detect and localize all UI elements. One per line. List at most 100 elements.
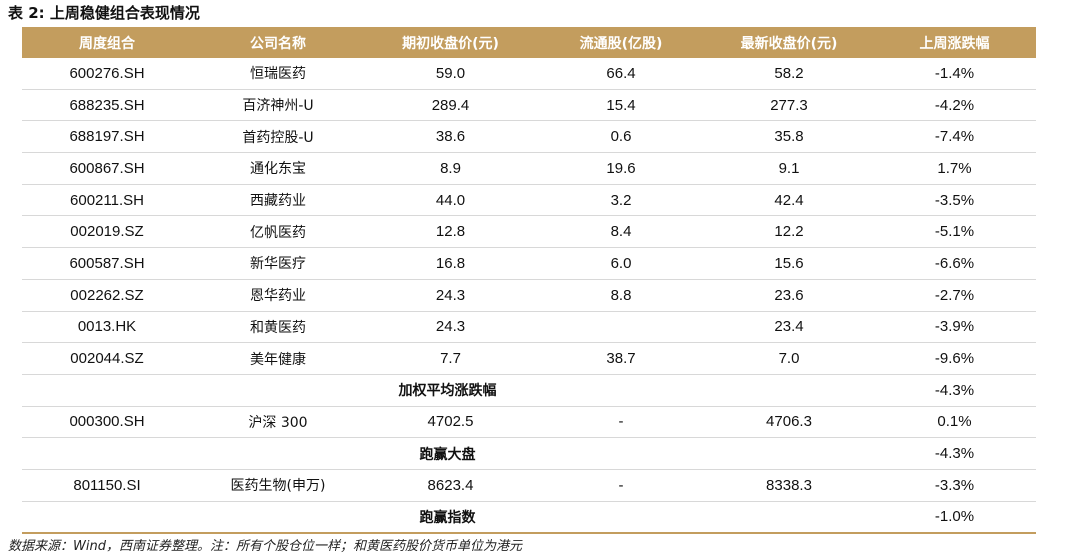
cell-code: 600211.SH xyxy=(22,184,192,217)
beat-market-label: 跑赢大盘 xyxy=(22,437,873,470)
table-row: 600587.SH 新华医疗 16.8 6.0 15.6 -6.6% xyxy=(22,247,1036,280)
cell-code: 600587.SH xyxy=(22,247,192,280)
cell-weekly-change: 1.7% xyxy=(873,152,1036,185)
cell-weekly-change: -5.1% xyxy=(873,215,1036,249)
cell-open-price: 289.4 xyxy=(364,89,537,122)
cell-company: 通化东宝 xyxy=(192,152,364,185)
col-header-portfolio: 周度组合 xyxy=(22,27,192,58)
cell-latest-price: 58.2 xyxy=(705,58,873,90)
table-row: 688197.SH 首药控股-U 38.6 0.6 35.8 -7.4% xyxy=(22,120,1036,154)
table-row: 600867.SH 通化东宝 8.9 19.6 9.1 1.7% xyxy=(22,152,1036,185)
cell-open-price: 8623.4 xyxy=(364,469,537,502)
cell-latest-price: 23.4 xyxy=(705,311,873,344)
table-row: 688235.SH 百济神州-U 289.4 15.4 277.3 -4.2% xyxy=(22,89,1036,122)
cell-open-price: 8.9 xyxy=(364,152,537,185)
beat-market-row: 跑赢大盘 -4.3% xyxy=(22,437,1036,470)
cell-company: 首药控股-U xyxy=(192,120,364,154)
cell-latest-price: 12.2 xyxy=(705,215,873,249)
cell-float-shares xyxy=(537,311,705,344)
cell-code: 002019.SZ xyxy=(22,215,192,249)
cell-weekly-change: 0.1% xyxy=(873,406,1036,439)
cell-latest-price: 277.3 xyxy=(705,89,873,122)
cell-open-price: 44.0 xyxy=(364,184,537,217)
cell-company: 百济神州-U xyxy=(192,89,364,122)
col-header-open-price: 期初收盘价(元) xyxy=(364,27,537,58)
table-row: 600211.SH 西藏药业 44.0 3.2 42.4 -3.5% xyxy=(22,184,1036,217)
beat-index-label: 跑赢指数 xyxy=(22,501,873,535)
col-header-weekly-change: 上周涨跌幅 xyxy=(873,27,1036,58)
cell-code: 688235.SH xyxy=(22,89,192,122)
cell-latest-price: 4706.3 xyxy=(705,406,873,439)
cell-code: 688197.SH xyxy=(22,120,192,154)
cell-weekly-change: -2.7% xyxy=(873,279,1036,312)
cell-latest-price: 42.4 xyxy=(705,184,873,217)
col-header-float-shares: 流通股(亿股) xyxy=(537,27,705,58)
cell-weekly-change: -3.9% xyxy=(873,311,1036,344)
cell-code: 600276.SH xyxy=(22,58,192,90)
table-row: 0013.HK 和黄医药 24.3 23.4 -3.9% xyxy=(22,311,1036,344)
cell-weekly-change: -4.2% xyxy=(873,89,1036,122)
cell-code: 0013.HK xyxy=(22,311,192,344)
col-header-latest-price: 最新收盘价(元) xyxy=(705,27,873,58)
beat-index-row: 跑赢指数 -1.0% xyxy=(22,501,1036,535)
cell-code: 801150.SI xyxy=(22,469,192,502)
cell-open-price: 12.8 xyxy=(364,215,537,249)
table-row: 002019.SZ 亿帆医药 12.8 8.4 12.2 -5.1% xyxy=(22,215,1036,249)
weighted-average-row: 加权平均涨跌幅 -4.3% xyxy=(22,374,1036,407)
portfolio-table: 周度组合 公司名称 期初收盘价(元) 流通股(亿股) 最新收盘价(元) 上周涨跌… xyxy=(22,27,1036,535)
cell-open-price: 7.7 xyxy=(364,342,537,375)
cell-float-shares: 6.0 xyxy=(537,247,705,280)
cell-float-shares: - xyxy=(537,469,705,502)
cell-float-shares: 8.4 xyxy=(537,215,705,249)
table-caption: 表 2: 上周稳健组合表现情况 xyxy=(8,4,200,22)
cell-open-price: 24.3 xyxy=(364,279,537,312)
cell-latest-price: 15.6 xyxy=(705,247,873,280)
beat-index-value: -1.0% xyxy=(873,501,1036,535)
cell-latest-price: 35.8 xyxy=(705,120,873,154)
cell-company: 新华医疗 xyxy=(192,247,364,280)
cell-company: 亿帆医药 xyxy=(192,215,364,249)
cell-company: 美年健康 xyxy=(192,342,364,375)
cell-open-price: 4702.5 xyxy=(364,406,537,439)
cell-weekly-change: -7.4% xyxy=(873,120,1036,154)
cell-company: 沪深 300 xyxy=(192,406,364,439)
cell-company: 医药生物(申万) xyxy=(192,469,364,502)
cell-open-price: 24.3 xyxy=(364,311,537,344)
cell-latest-price: 7.0 xyxy=(705,342,873,375)
cell-code: 002262.SZ xyxy=(22,279,192,312)
weighted-average-label: 加权平均涨跌幅 xyxy=(22,374,873,407)
cell-latest-price: 23.6 xyxy=(705,279,873,312)
hs300-row: 000300.SH 沪深 300 4702.5 - 4706.3 0.1% xyxy=(22,406,1036,439)
cell-weekly-change: -9.6% xyxy=(873,342,1036,375)
col-header-company: 公司名称 xyxy=(192,27,364,58)
cell-weekly-change: -3.3% xyxy=(873,469,1036,502)
cell-float-shares: - xyxy=(537,406,705,439)
cell-open-price: 16.8 xyxy=(364,247,537,280)
cell-company: 西藏药业 xyxy=(192,184,364,217)
cell-weekly-change: -1.4% xyxy=(873,58,1036,90)
cell-company: 恩华药业 xyxy=(192,279,364,312)
cell-weekly-change: -6.6% xyxy=(873,247,1036,280)
cell-float-shares: 8.8 xyxy=(537,279,705,312)
cell-float-shares: 38.7 xyxy=(537,342,705,375)
cell-float-shares: 66.4 xyxy=(537,58,705,90)
cell-weekly-change: -3.5% xyxy=(873,184,1036,217)
cell-float-shares: 15.4 xyxy=(537,89,705,122)
cell-latest-price: 9.1 xyxy=(705,152,873,185)
cell-company: 和黄医药 xyxy=(192,311,364,344)
weighted-average-value: -4.3% xyxy=(873,374,1036,407)
header-row: 周度组合 公司名称 期初收盘价(元) 流通股(亿股) 最新收盘价(元) 上周涨跌… xyxy=(22,27,1036,58)
cell-company: 恒瑞医药 xyxy=(192,58,364,90)
beat-market-value: -4.3% xyxy=(873,437,1036,470)
table-row: 600276.SH 恒瑞医药 59.0 66.4 58.2 -1.4% xyxy=(22,58,1036,90)
table-row: 002044.SZ 美年健康 7.7 38.7 7.0 -9.6% xyxy=(22,342,1036,375)
cell-open-price: 38.6 xyxy=(364,120,537,154)
cell-open-price: 59.0 xyxy=(364,58,537,90)
cell-code: 002044.SZ xyxy=(22,342,192,375)
table-row: 002262.SZ 恩华药业 24.3 8.8 23.6 -2.7% xyxy=(22,279,1036,312)
cell-float-shares: 19.6 xyxy=(537,152,705,185)
cell-float-shares: 3.2 xyxy=(537,184,705,217)
source-note: 数据来源：Wind，西南证券整理。注：所有个股仓位一样；和黄医药股价货币单位为港… xyxy=(8,539,522,554)
sw-index-row: 801150.SI 医药生物(申万) 8623.4 - 8338.3 -3.3% xyxy=(22,469,1036,502)
cell-code: 000300.SH xyxy=(22,406,192,439)
